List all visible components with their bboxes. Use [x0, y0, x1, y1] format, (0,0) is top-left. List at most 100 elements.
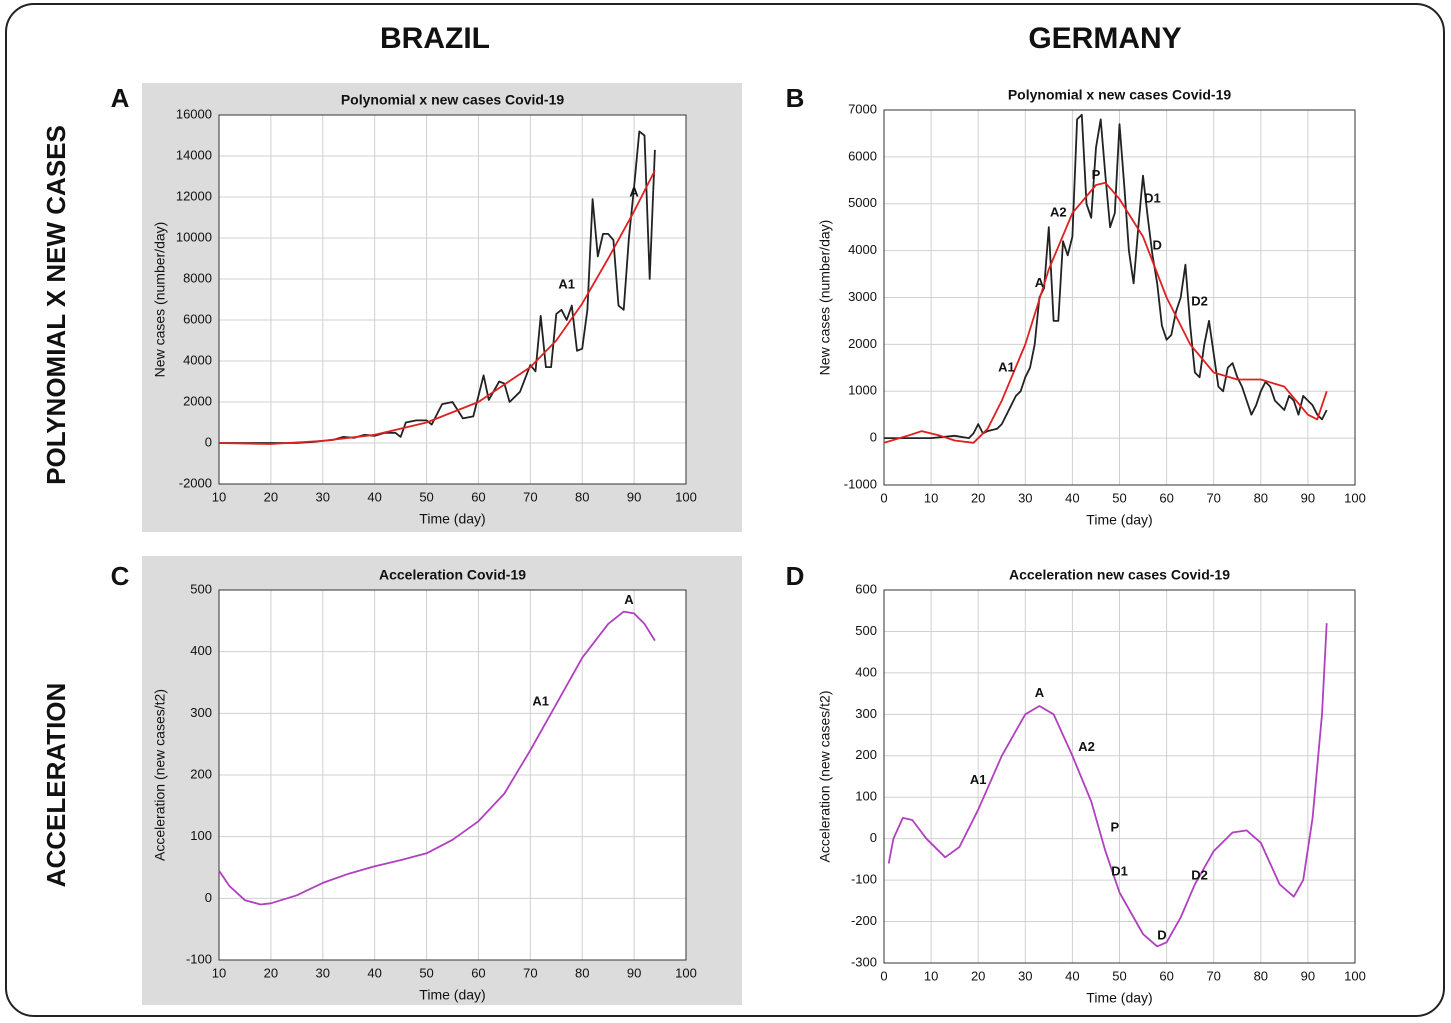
- y-tick-label: -2000: [179, 475, 212, 490]
- x-tick-label: 80: [575, 489, 589, 504]
- x-tick-label: 40: [367, 489, 381, 504]
- x-tick-label: 50: [1112, 490, 1126, 505]
- annotation: A1: [558, 277, 575, 292]
- x-tick-label: 90: [1301, 968, 1315, 983]
- chart-title: Acceleration new cases Covid-19: [1009, 567, 1230, 583]
- y-tick-label: 600: [855, 581, 877, 596]
- annotation: D: [1152, 237, 1161, 252]
- x-axis-label: Time (day): [419, 511, 485, 527]
- annotation: A1: [532, 694, 549, 709]
- y-tick-label: 200: [190, 766, 212, 781]
- x-tick-label: 20: [971, 968, 985, 983]
- annotation: A: [1035, 275, 1045, 290]
- plot-frame: [883, 589, 1356, 964]
- y-tick-label: 16000: [176, 106, 212, 121]
- series-line: [218, 610, 656, 906]
- y-tick-label: -300: [851, 954, 877, 969]
- y-tick-label: 500: [190, 581, 212, 596]
- y-tick-label: 3000: [848, 289, 877, 304]
- x-tick-label: 20: [264, 489, 278, 504]
- annotation: A: [629, 184, 639, 199]
- annotation: A1: [998, 359, 1015, 374]
- series-line: [883, 181, 1328, 444]
- annotation: D1: [1111, 863, 1128, 878]
- x-axis-label: Time (day): [1086, 512, 1152, 528]
- y-tick-label: 10000: [176, 229, 212, 244]
- x-tick-label: 80: [575, 965, 589, 980]
- x-tick-label: 0: [880, 968, 887, 983]
- y-tick-label: 2000: [183, 393, 212, 408]
- series-line: [218, 169, 656, 445]
- x-tick-label: 90: [627, 489, 641, 504]
- y-tick-label: 7000: [848, 101, 877, 116]
- x-tick-label: 70: [523, 489, 537, 504]
- x-axis-label: Time (day): [1086, 990, 1152, 1006]
- x-tick-label: 10: [924, 490, 938, 505]
- row-label: ACCELERATION: [41, 683, 71, 888]
- annotation: D1: [1144, 191, 1161, 206]
- x-tick-label: 10: [212, 965, 226, 980]
- y-tick-label: 6000: [183, 311, 212, 326]
- y-tick-label: 0: [205, 890, 212, 905]
- y-tick-label: -100: [851, 872, 877, 887]
- y-axis-label: New cases (number/day): [817, 220, 833, 376]
- y-tick-label: 0: [205, 434, 212, 449]
- x-tick-label: 40: [367, 965, 381, 980]
- annotation: A2: [1050, 205, 1067, 220]
- y-tick-label: 300: [855, 706, 877, 721]
- y-tick-label: -200: [851, 913, 877, 928]
- x-tick-label: 90: [1301, 490, 1315, 505]
- y-tick-label: 12000: [176, 188, 212, 203]
- y-tick-label: 200: [855, 747, 877, 762]
- annotation: P: [1110, 820, 1119, 835]
- x-tick-label: 60: [1159, 490, 1173, 505]
- y-tick-label: 0: [870, 830, 877, 845]
- column-label: GERMANY: [1028, 22, 1181, 55]
- x-tick-label: 80: [1254, 490, 1268, 505]
- x-axis-label: Time (day): [419, 987, 485, 1003]
- x-tick-label: 60: [471, 965, 485, 980]
- y-tick-label: 4000: [848, 242, 877, 257]
- y-axis-label: Acceleration (new cases/t2): [152, 689, 168, 861]
- x-tick-label: 40: [1065, 490, 1079, 505]
- y-tick-label: -1000: [844, 476, 877, 491]
- x-tick-label: 50: [419, 965, 433, 980]
- x-tick-label: 0: [880, 490, 887, 505]
- annotation: A2: [1078, 739, 1095, 754]
- plot-frame: [218, 114, 687, 485]
- row-label: POLYNOMIAL X NEW CASES: [41, 125, 71, 485]
- x-tick-label: 60: [1159, 968, 1173, 983]
- y-tick-label: 400: [190, 643, 212, 658]
- y-axis-label: New cases (number/day): [152, 222, 168, 378]
- y-tick-label: 100: [855, 789, 877, 804]
- annotation: D2: [1191, 867, 1208, 882]
- plot-frame: [883, 109, 1356, 486]
- x-tick-label: 50: [419, 489, 433, 504]
- y-tick-label: 1000: [848, 383, 877, 398]
- x-tick-label: 100: [675, 965, 697, 980]
- x-tick-label: 100: [675, 489, 697, 504]
- y-tick-label: 100: [190, 828, 212, 843]
- panel-letter: B: [786, 83, 805, 113]
- panel-letter: D: [786, 561, 805, 591]
- y-tick-label: -100: [186, 951, 212, 966]
- y-axis-label: Acceleration (new cases/t2): [817, 691, 833, 863]
- chart-title: Polynomial x new cases Covid-19: [1008, 87, 1232, 103]
- plot-area: [218, 114, 687, 485]
- plot-frame: [218, 589, 687, 961]
- column-label: BRAZIL: [380, 22, 490, 55]
- x-tick-label: 30: [316, 489, 330, 504]
- annotation: P: [1092, 167, 1101, 182]
- x-tick-label: 50: [1112, 968, 1126, 983]
- x-tick-label: 60: [471, 489, 485, 504]
- annotation: A: [1035, 685, 1045, 700]
- y-tick-label: 8000: [183, 270, 212, 285]
- x-tick-label: 70: [1206, 490, 1220, 505]
- x-tick-label: 20: [971, 490, 985, 505]
- y-tick-label: 0: [870, 430, 877, 445]
- x-tick-label: 30: [1018, 968, 1032, 983]
- y-tick-label: 300: [190, 705, 212, 720]
- panel-letter: A: [111, 83, 130, 113]
- x-tick-label: 100: [1344, 968, 1366, 983]
